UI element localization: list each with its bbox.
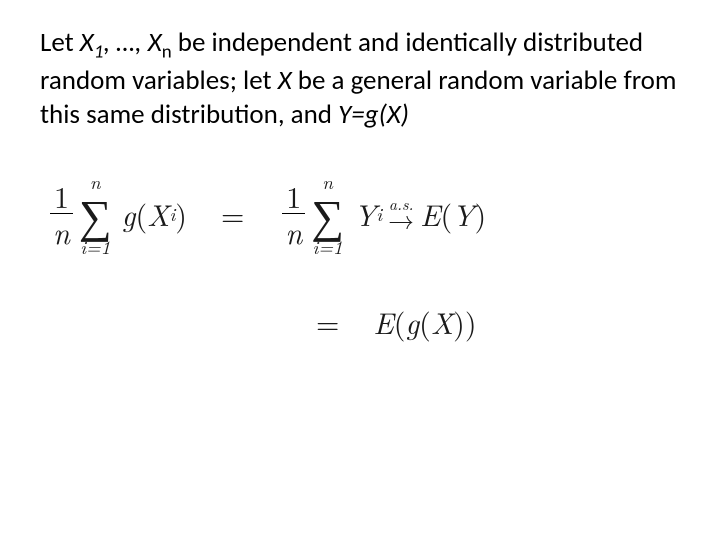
sum-lo-b: i=1	[313, 237, 343, 256]
converges-as: a.s. →	[388, 198, 414, 230]
var-X1-X: X	[80, 26, 94, 59]
rp2: )	[474, 192, 486, 235]
Yi-Y: Y	[354, 192, 376, 235]
lp3: (	[394, 300, 406, 343]
arrow-icon: →	[388, 209, 414, 230]
sigma-icon-2: ∑	[311, 191, 344, 237]
equation-block: 1 n n ∑ i=1 g(Xi) = 1 n n ∑ i=1	[40, 172, 680, 343]
frac-1-over-n-right: 1 n	[282, 180, 305, 248]
den-n-b: n	[285, 210, 302, 253]
E-2: E	[373, 300, 393, 343]
intro-text: Let X1, …, Xn be independent and identic…	[40, 26, 680, 132]
lp2: (	[440, 192, 452, 235]
rp1: )	[175, 192, 187, 235]
lp1: (	[135, 192, 147, 235]
var-Xn-sub: n	[162, 40, 172, 63]
t1: Let	[40, 26, 80, 59]
X-arg: X	[431, 300, 453, 343]
lp4: (	[419, 300, 431, 343]
rp4: )	[453, 300, 465, 343]
equation-line-1: 1 n n ∑ i=1 g(Xi) = 1 n n ∑ i=1	[46, 172, 680, 256]
sum-lo: i=1	[80, 237, 110, 256]
equals-1: =	[221, 192, 244, 235]
num-1: 1	[51, 180, 72, 212]
Yi-i: i	[376, 200, 382, 227]
g-2: g	[405, 300, 419, 343]
var-Xn-X: X	[148, 26, 162, 59]
Xi-X: X	[147, 192, 169, 235]
var-X1-sub: 1	[94, 40, 104, 63]
rp3: )	[465, 300, 477, 343]
num-1b: 1	[283, 180, 304, 212]
var-X: X	[278, 64, 292, 97]
E-1: E	[420, 192, 440, 235]
ellipsis: , …,	[103, 26, 147, 59]
Ydef: Y=g(X)	[338, 98, 409, 131]
equation-line-2: = E(g(X))	[46, 300, 680, 343]
g-left: g	[122, 192, 136, 235]
equals-2: =	[316, 300, 339, 343]
Y-arg: Y	[452, 192, 474, 235]
sum-left: n ∑ i=1	[79, 172, 112, 256]
den-n: n	[53, 210, 70, 253]
sigma-icon: ∑	[79, 191, 112, 237]
frac-1-over-n-left: 1 n	[50, 180, 73, 248]
sum-right: n ∑ i=1	[311, 172, 344, 256]
